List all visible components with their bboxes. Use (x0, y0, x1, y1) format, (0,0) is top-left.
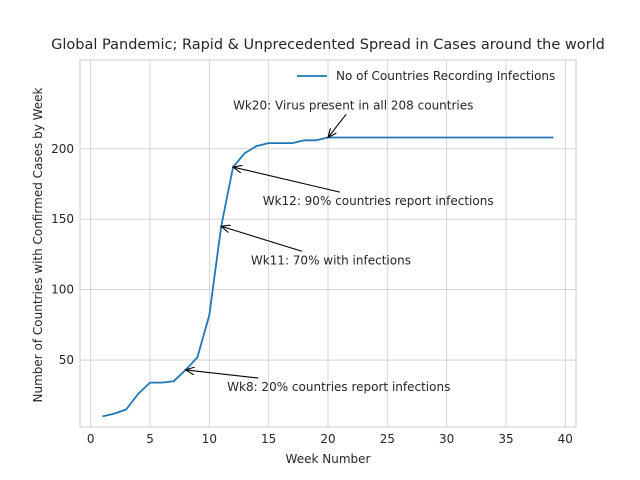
y-tick-label: 200 (51, 142, 74, 156)
annotation-arrow (233, 167, 340, 193)
x-tick-label: 25 (380, 432, 395, 446)
chart-title: Global Pandemic; Rapid & Unprecedented S… (51, 37, 605, 53)
y-axis-label: Number of Countries with Confirmed Cases… (31, 87, 45, 402)
x-tick-label: 5 (146, 432, 154, 446)
annotation-text: Wk8: 20% countries report infections (227, 380, 450, 394)
legend: No of Countries Recording Infections (297, 69, 555, 83)
x-tick-label: 20 (320, 432, 335, 446)
annotation-arrow (328, 113, 347, 137)
annotation-arrow (186, 370, 259, 379)
annotation-text: Wk11: 70% with infections (251, 253, 411, 267)
x-tick-label: 0 (87, 432, 95, 446)
tick-labels: 0 5 10 15 20 25 30 35 40 50 100 150 200 (51, 142, 573, 446)
x-axis-label: Week Number (286, 452, 371, 466)
x-tick-label: 40 (558, 432, 573, 446)
plot-frame (79, 59, 577, 428)
legend-label: No of Countries Recording Infections (336, 69, 555, 83)
annotation-text: Wk20: Virus present in all 208 countries (233, 98, 473, 112)
y-tick-label: 150 (51, 212, 74, 226)
x-tick-label: 30 (439, 432, 454, 446)
x-tick-label: 35 (498, 432, 513, 446)
annotations: Wk20: Virus present in all 208 countries… (186, 98, 494, 394)
y-tick-label: 100 (51, 283, 74, 297)
annotation-text: Wk12: 90% countries report infections (263, 194, 494, 208)
y-tick-label: 50 (59, 353, 74, 367)
x-tick-label: 10 (202, 432, 217, 446)
x-tick-label: 15 (261, 432, 276, 446)
grid (79, 59, 577, 428)
annotation-arrow (221, 226, 303, 252)
